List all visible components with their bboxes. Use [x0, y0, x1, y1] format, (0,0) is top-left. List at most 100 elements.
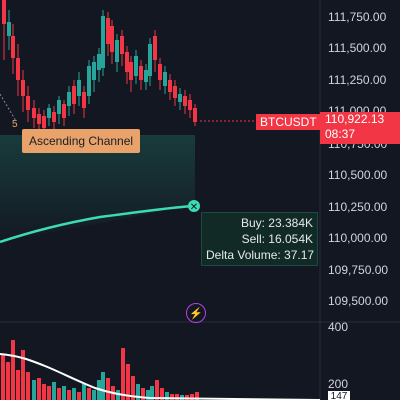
candle-body	[153, 36, 157, 60]
volume-bars-group	[1, 340, 199, 400]
candle-body	[11, 36, 15, 58]
volume-bar	[42, 384, 46, 400]
volume-bar	[165, 392, 169, 400]
delta-volume-line	[0, 204, 194, 244]
volume-bar	[146, 390, 150, 400]
symbol-badge: BTCUSDT	[256, 114, 321, 130]
candle-body	[139, 66, 143, 80]
candle-body	[183, 96, 187, 106]
candle-body	[72, 86, 76, 104]
volume-bar	[21, 350, 25, 400]
volume-bar	[126, 364, 130, 400]
volume-bar	[160, 388, 164, 400]
candles-group	[2, 0, 197, 136]
candle-body	[144, 70, 148, 82]
volume-bar	[92, 390, 96, 400]
lightning-icon[interactable]: ⚡	[186, 303, 206, 323]
volume-bar	[170, 394, 174, 400]
volume-bar	[37, 378, 41, 400]
volume-bar	[11, 340, 15, 400]
volume-bar	[106, 378, 110, 400]
candle-body	[120, 36, 124, 54]
ascending-channel-label[interactable]: Ascending Channel	[22, 129, 141, 153]
volume-bar	[155, 380, 159, 400]
delta-tooltip: Buy: 23.384K Sell: 16.054K Delta Volume:…	[201, 212, 318, 266]
axis-price-1: 111,750.00	[328, 10, 387, 24]
candle-body	[52, 112, 56, 122]
candle-body	[2, 0, 6, 24]
volume-bar	[101, 372, 105, 400]
volume-bar	[141, 388, 145, 400]
volume-bar	[190, 394, 194, 400]
candle-body	[37, 114, 41, 124]
candle-body	[87, 66, 91, 96]
candle-body	[47, 108, 51, 118]
candle-body	[158, 64, 162, 80]
candle-body	[57, 100, 61, 114]
candle-body	[173, 86, 177, 98]
candle-body	[42, 116, 46, 128]
volume-bar	[16, 370, 20, 400]
candle-body	[7, 22, 11, 36]
candle-body	[129, 62, 133, 80]
candle-body	[134, 56, 138, 76]
volume-bar	[32, 380, 36, 400]
axis-price-8: 110,000.00	[328, 231, 388, 245]
volume-bar	[121, 348, 125, 400]
candle-body	[26, 96, 30, 110]
candle-body	[21, 80, 25, 96]
channel-fill	[0, 135, 195, 242]
axis-price-10: 109,500.00	[328, 294, 389, 308]
volume-bar	[116, 390, 120, 400]
tooltip-sell: Sell: 16.054K	[241, 232, 313, 246]
candle-body	[125, 52, 129, 72]
volume-bar	[26, 372, 30, 400]
axis-price-2: 111,500.00	[328, 41, 387, 55]
volume-bar	[47, 386, 51, 400]
current-price-value: 110,922.13	[325, 112, 385, 126]
candle-body	[67, 92, 71, 106]
axis-price-7: 110,250.00	[328, 200, 388, 214]
volume-bar	[131, 376, 135, 400]
volume-axis-top: 400	[328, 320, 349, 334]
candle-body	[77, 80, 81, 96]
volume-bar	[175, 394, 179, 400]
candle-body	[168, 80, 172, 92]
axis-price-6: 110,500.00	[328, 168, 388, 182]
volume-axis-mid: 200	[328, 377, 349, 391]
channel-dotted-line	[0, 93, 17, 122]
volume-bar	[6, 362, 10, 400]
volume-ma-line	[0, 353, 321, 400]
candle-body	[82, 92, 86, 108]
candle-body	[163, 72, 167, 86]
volume-bar	[77, 392, 81, 400]
delta-point-marker[interactable]	[188, 200, 200, 212]
volume-bar	[52, 382, 56, 400]
volume-bar	[82, 384, 86, 400]
volume-bar	[62, 386, 66, 400]
candle-body	[92, 62, 96, 80]
tooltip-delta: Delta Volume: 37.17	[206, 248, 315, 262]
volume-current-badge: 147	[328, 391, 350, 400]
candle-body	[62, 104, 66, 118]
candle-body	[188, 100, 192, 110]
candle-body	[148, 44, 152, 76]
volume-bar	[136, 384, 140, 400]
volume-bar	[1, 355, 5, 400]
volume-bar	[57, 388, 61, 400]
close-icon[interactable]: ✕	[190, 202, 198, 213]
tooltip-buy: Buy: 23.384K	[240, 216, 313, 230]
candle-body	[110, 26, 114, 52]
candle-body	[16, 58, 20, 80]
volume-bar	[150, 386, 154, 400]
axis-price-3: 111,250.00	[328, 73, 387, 87]
candle-body	[32, 108, 36, 118]
current-price-badge: 110,922.13 08:37	[320, 112, 400, 144]
candle-body	[178, 94, 182, 102]
candle-body	[101, 16, 105, 68]
volume-bar	[195, 392, 199, 400]
axis-price-9: 109,750.00	[328, 263, 389, 277]
countdown-timer: 08:37	[325, 127, 356, 141]
